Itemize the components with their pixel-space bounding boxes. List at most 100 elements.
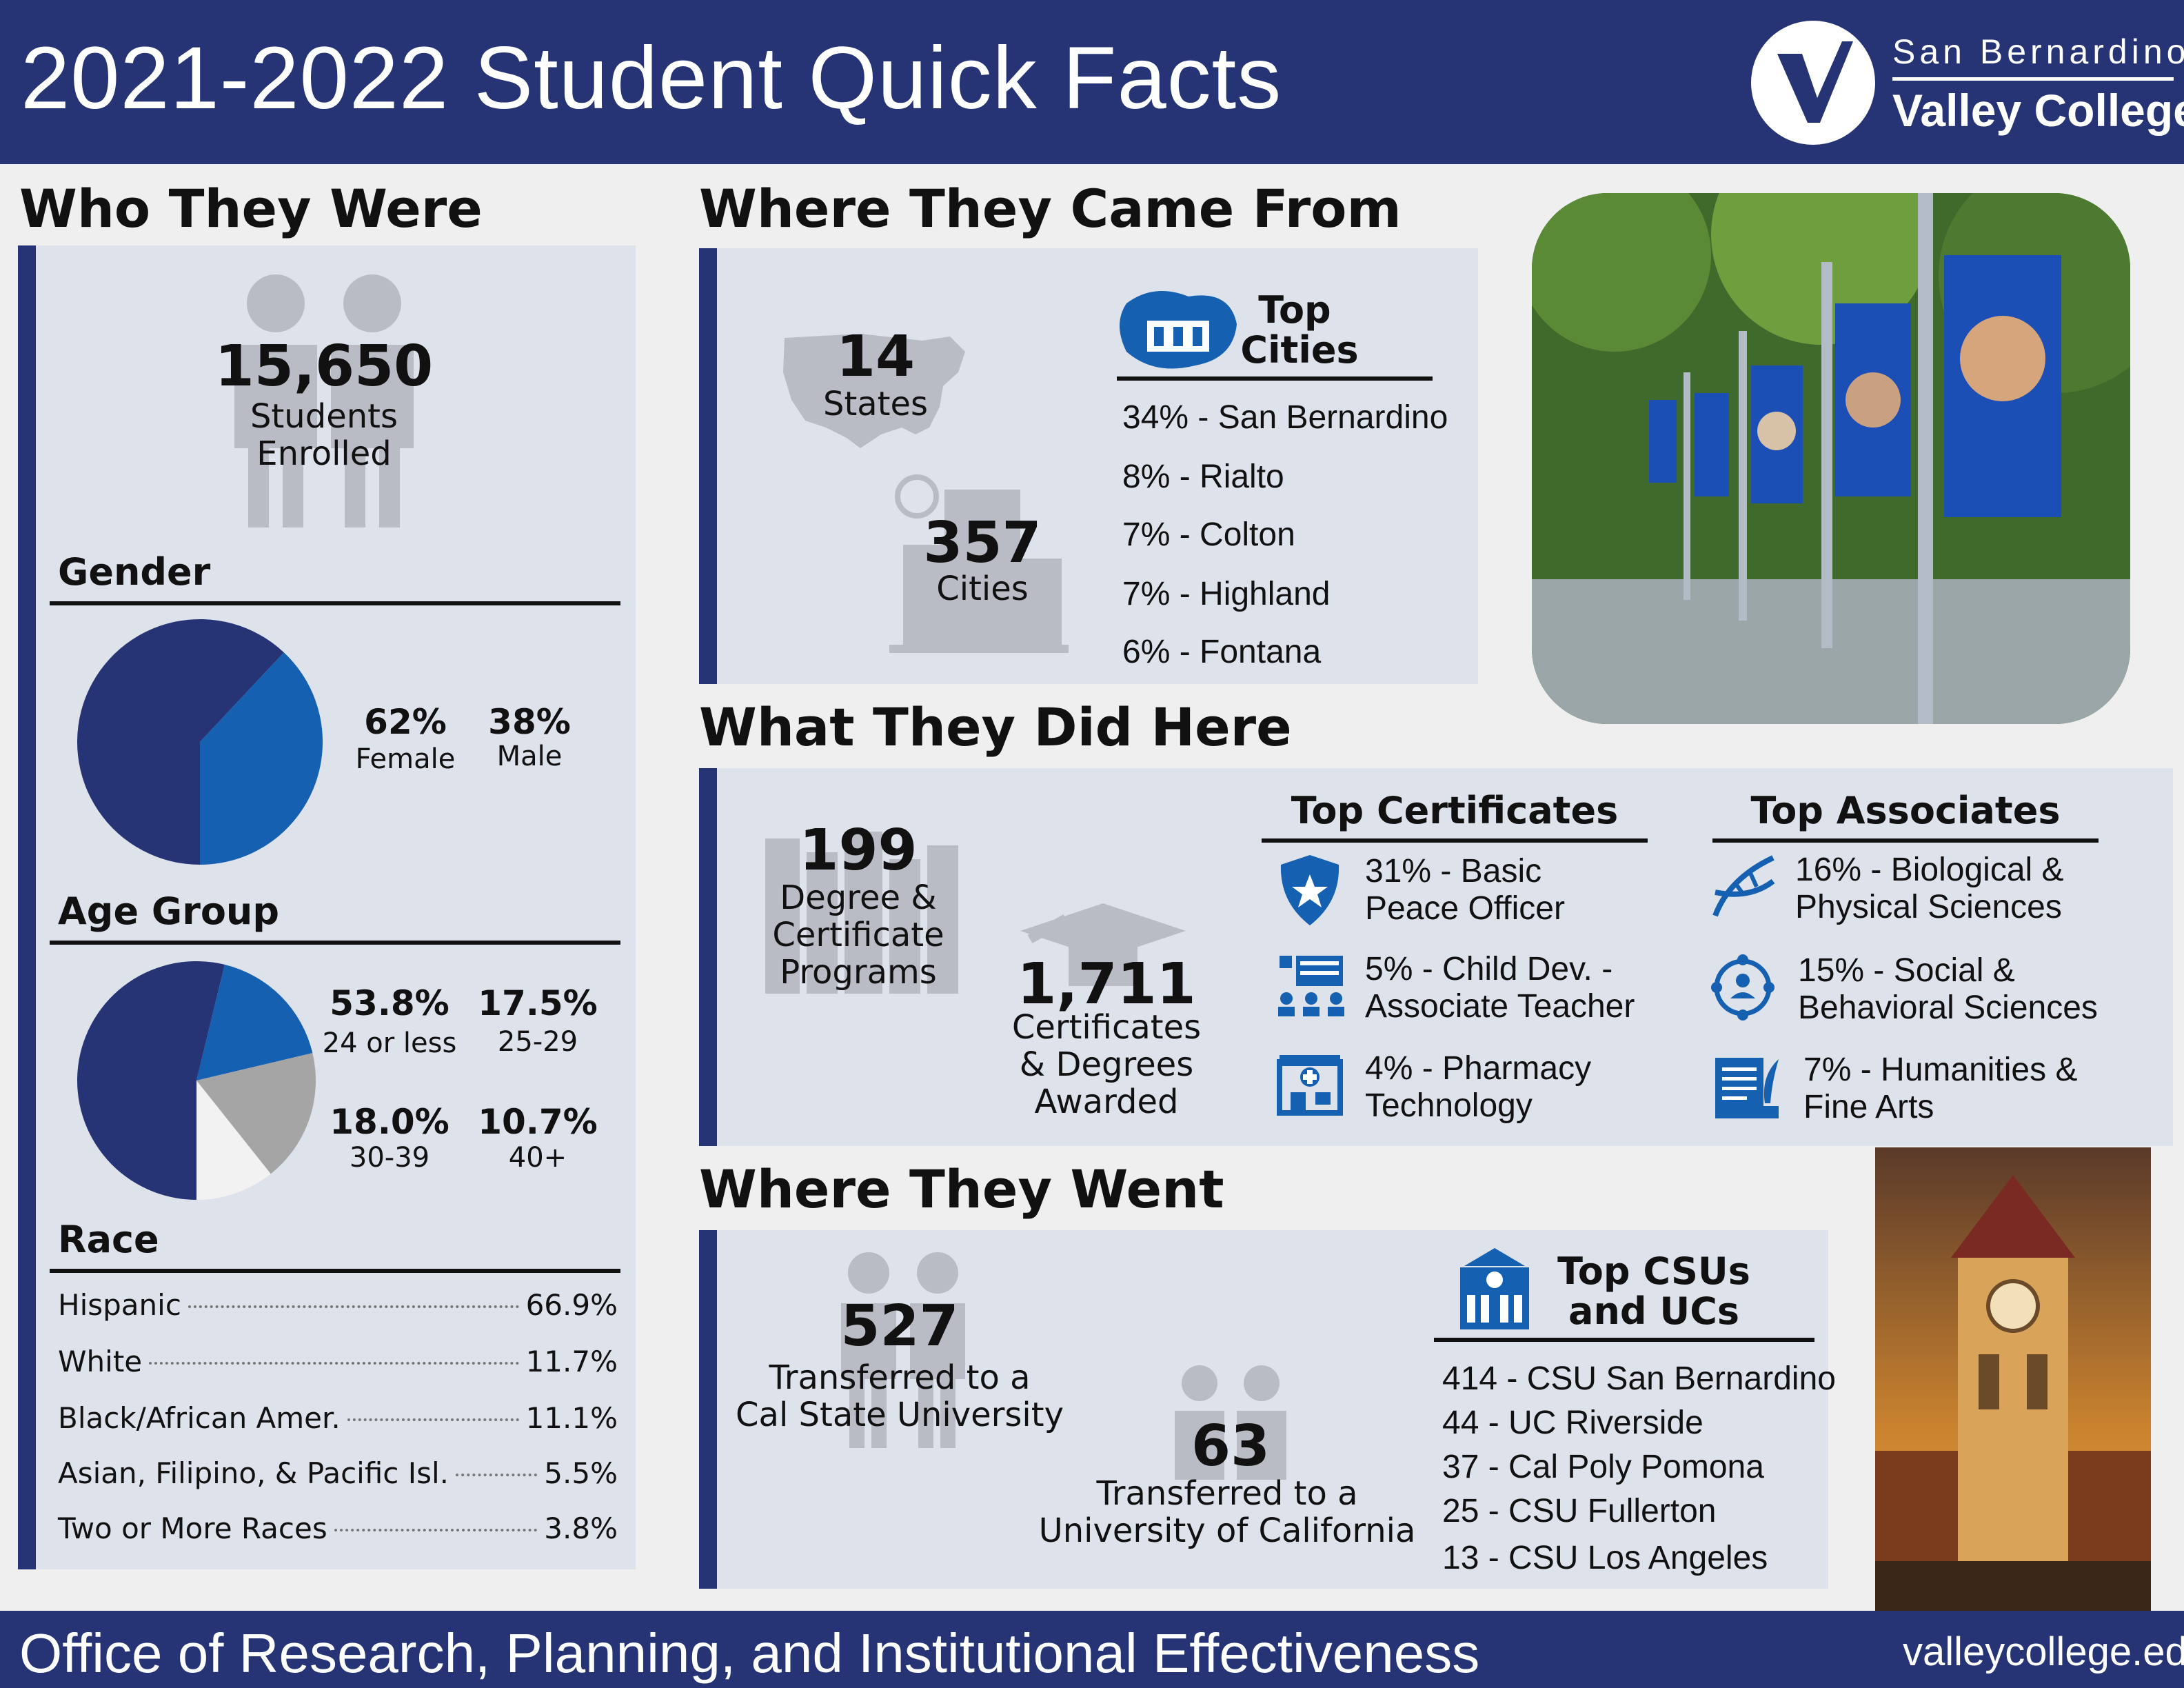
gender-female-label: Female [355,743,456,775]
age-g2-pct: 17.5% [478,983,598,1023]
states-label: States [822,385,929,423]
race-row: Two or More Races 3.8% [58,1511,618,1545]
gender-title: Gender [58,550,211,594]
school-item: 37 - Cal Poly Pomona [1442,1449,1764,1485]
city-item: 6% - Fontana [1122,634,1322,670]
top-cities-title-2: Cities [1240,328,1359,372]
race-rule [50,1269,620,1273]
programs-label-3: Programs [780,953,937,992]
uc-students-icon [1151,1363,1310,1489]
age-g2-label: 25-29 [497,1026,578,1058]
city-item: 7% - Colton [1122,516,1295,553]
went-section-title: Where They Went [699,1158,1224,1220]
top-associates-rule [1712,838,2099,843]
went-accent-bar [699,1230,717,1589]
cert-line-1: 31% - Basic [1365,853,1542,890]
race-label: Asian, Filipino, & Pacific Isl. [58,1456,449,1490]
footer-office: Office of Research, Planning, and Instit… [19,1622,1480,1684]
gender-rule [50,601,620,605]
csu-transfer-label-1: Transferred to a [769,1358,1031,1397]
logo-divider [1892,77,2174,81]
who-section-title: Who They Were [19,178,483,239]
programs-value: 199 [799,818,918,883]
quill-document-icon [1712,1055,1781,1124]
race-value: 66.9% [525,1288,618,1322]
cert-line-2: Associate Teacher [1365,988,1635,1025]
classroom-icon [1277,953,1346,1022]
programs-label-2: Certificate [772,916,944,954]
assoc-line-2: Physical Sciences [1795,889,2062,925]
top-schools-rule [1434,1338,1814,1342]
pharmacy-icon [1277,1052,1343,1118]
cert-line-1: 4% - Pharmacy [1365,1050,1592,1087]
age-g3-label: 30-39 [349,1142,430,1174]
went-panel [699,1230,1828,1589]
graduate-icon [1013,896,1193,1003]
assoc-line-2: Fine Arts [1803,1089,1934,1125]
from-panel [699,248,1478,684]
race-label: Two or More Races [58,1511,327,1545]
top-associates-title: Top Associates [1750,789,2061,832]
university-building-icon [1456,1247,1533,1336]
school-item: 13 - CSU Los Angeles [1442,1540,1768,1576]
pie-slice-40- [196,1081,271,1200]
clock-tower-photo [1875,1147,2151,1611]
assoc-line-1: 16% - Biological & [1795,852,2064,888]
top-certificates-rule [1262,838,1648,843]
assoc-line-1: 7% - Humanities & [1803,1052,2078,1088]
dna-icon [1708,851,1780,925]
students-icon [200,269,448,534]
uc-transfer-value: 63 [1191,1414,1271,1479]
books-icon [758,825,965,1000]
usa-map-icon [778,324,971,458]
footer-url-link[interactable]: valleycollege.edu [1903,1629,2184,1674]
pie-slice-25-29 [196,964,313,1081]
from-accent-bar [699,248,717,684]
uc-transfer-label-2: University of California [1038,1511,1416,1550]
logo-text-bottom: Valley College [1892,85,2184,136]
awards-label-1: Certificates [1011,1008,1202,1047]
awards-value: 1,711 [1017,952,1196,1017]
campus-banners-photo [1532,193,2130,724]
age-rule [50,941,620,945]
enrolled-label-1: Students [250,397,398,436]
top-schools-title-2: and UCs [1568,1289,1739,1333]
race-label: Hispanic [58,1288,181,1322]
assoc-line-2: Behavioral Sciences [1798,989,2098,1026]
gender-male-pct: 38% [488,702,571,742]
pie-slice-24-or-less [77,961,225,1200]
cert-line-1: 5% - Child Dev. - [1365,951,1613,987]
race-row: White 11.7% [58,1345,618,1378]
awards-label-2: & Degrees [1019,1045,1194,1084]
race-value: 11.7% [525,1345,618,1378]
cert-line-2: Peace Officer [1365,890,1565,927]
people-network-icon [1708,953,1777,1025]
awards-label-3: Awarded [1034,1083,1179,1121]
race-label: White [58,1345,143,1378]
police-badge-icon [1277,854,1343,930]
age-title: Age Group [58,890,280,933]
footer-bar [0,1611,2184,1688]
did-section-title: What They Did Here [699,696,1292,758]
gender-male-label: Male [496,741,563,772]
college-logo-icon [1751,21,1875,145]
pie-slice-male [200,652,323,865]
cities-value: 357 [923,510,1042,576]
race-title: Race [58,1218,159,1261]
who-panel [18,245,636,1569]
top-cities-rule [1117,376,1433,381]
race-row: Hispanic 66.9% [58,1288,618,1322]
city-item: 7% - Highland [1122,576,1331,612]
age-g3-pct: 18.0% [330,1102,449,1142]
who-accent-bar [18,245,36,1569]
school-item: 414 - CSU San Bernardino [1442,1360,1836,1397]
race-row: Asian, Filipino, & Pacific Isl. 5.5% [58,1456,618,1490]
page-title: 2021-2022 Student Quick Facts [21,29,1282,128]
programs-label-1: Degree & [780,878,937,917]
city-item: 34% - San Bernardino [1122,399,1448,436]
enrolled-value: 15,650 [214,334,434,399]
top-schools-title-1: Top CSUs [1557,1249,1750,1293]
pie-slice-30-39 [196,1053,316,1174]
school-item: 44 - UC Riverside [1442,1405,1703,1441]
uc-transfer-label-1: Transferred to a [1096,1474,1358,1513]
